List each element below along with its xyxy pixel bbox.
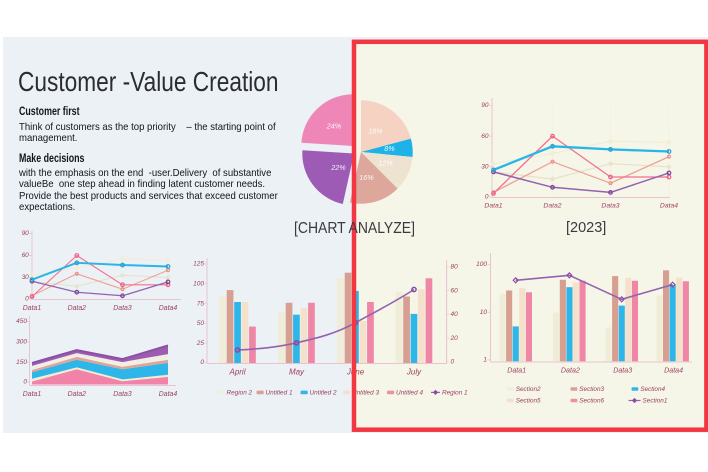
svg-text:75: 75 [197,300,205,307]
svg-text:30: 30 [481,164,489,171]
svg-text:Data1: Data1 [23,305,42,312]
svg-text:60: 60 [481,133,489,140]
svg-text:25: 25 [196,340,205,347]
svg-text:Untitled 1: Untitled 1 [266,389,293,396]
svg-text:Data2: Data2 [68,391,87,398]
svg-text:0: 0 [23,379,27,386]
svg-text:125: 125 [193,261,204,268]
svg-text:Section5: Section5 [516,397,541,404]
svg-text:Data2: Data2 [68,305,87,312]
svg-text:Section1: Section1 [643,397,668,404]
svg-text:8%: 8% [384,144,395,153]
svg-text:Data4: Data4 [159,305,178,312]
svg-text:Section4: Section4 [640,386,665,393]
svg-text:0: 0 [200,359,204,366]
svg-text:Data4: Data4 [159,391,178,398]
svg-text:Data1: Data1 [507,366,526,374]
svg-text:April: April [228,368,245,377]
svg-text:May: May [289,368,305,377]
svg-text:Data4: Data4 [664,366,683,374]
svg-text:100: 100 [476,261,487,268]
svg-text:Region 2: Region 2 [227,389,253,396]
svg-text:50: 50 [197,320,205,327]
svg-text:60: 60 [22,252,30,259]
svg-text:24%: 24% [326,121,342,130]
svg-text:20: 20 [450,335,459,342]
svg-text:0: 0 [485,194,489,201]
svg-text:22%: 22% [330,163,346,172]
svg-text:12%: 12% [378,158,393,167]
svg-text:40: 40 [451,311,459,318]
svg-text:Data1: Data1 [484,202,502,209]
svg-text:1: 1 [483,357,487,364]
svg-text:Data4: Data4 [660,202,678,209]
svg-text:0: 0 [451,359,455,366]
svg-text:30: 30 [22,274,30,281]
svg-text:Data3: Data3 [613,366,632,374]
svg-text:150: 150 [16,359,27,366]
svg-text:Region 1: Region 1 [442,389,468,396]
svg-text:60: 60 [451,287,459,294]
svg-text:Data2: Data2 [561,366,580,374]
svg-text:Section6: Section6 [579,397,604,404]
svg-text:10: 10 [480,309,488,316]
svg-text:100: 100 [193,281,204,288]
svg-text:0: 0 [25,296,29,303]
svg-text:Data3: Data3 [113,305,132,312]
svg-text:Section3: Section3 [579,386,604,393]
svg-text:16%: 16% [359,173,374,182]
svg-text:450: 450 [16,318,27,325]
svg-text:Data3: Data3 [601,202,619,209]
svg-text:Data3: Data3 [113,391,132,398]
svg-text:Untitled 4: Untitled 4 [396,389,423,396]
svg-text:90: 90 [22,230,30,237]
svg-text:80: 80 [451,264,459,271]
svg-text:July: July [406,368,422,377]
svg-text:Data2: Data2 [543,202,561,209]
svg-text:90: 90 [481,102,489,109]
svg-text:18%: 18% [368,126,383,135]
svg-text:Untitled 2: Untitled 2 [310,389,337,396]
svg-text:Section2: Section2 [516,386,541,393]
svg-text:Untitled 3: Untitled 3 [352,389,379,396]
svg-text:300: 300 [16,339,27,346]
svg-text:Data1: Data1 [23,391,42,398]
